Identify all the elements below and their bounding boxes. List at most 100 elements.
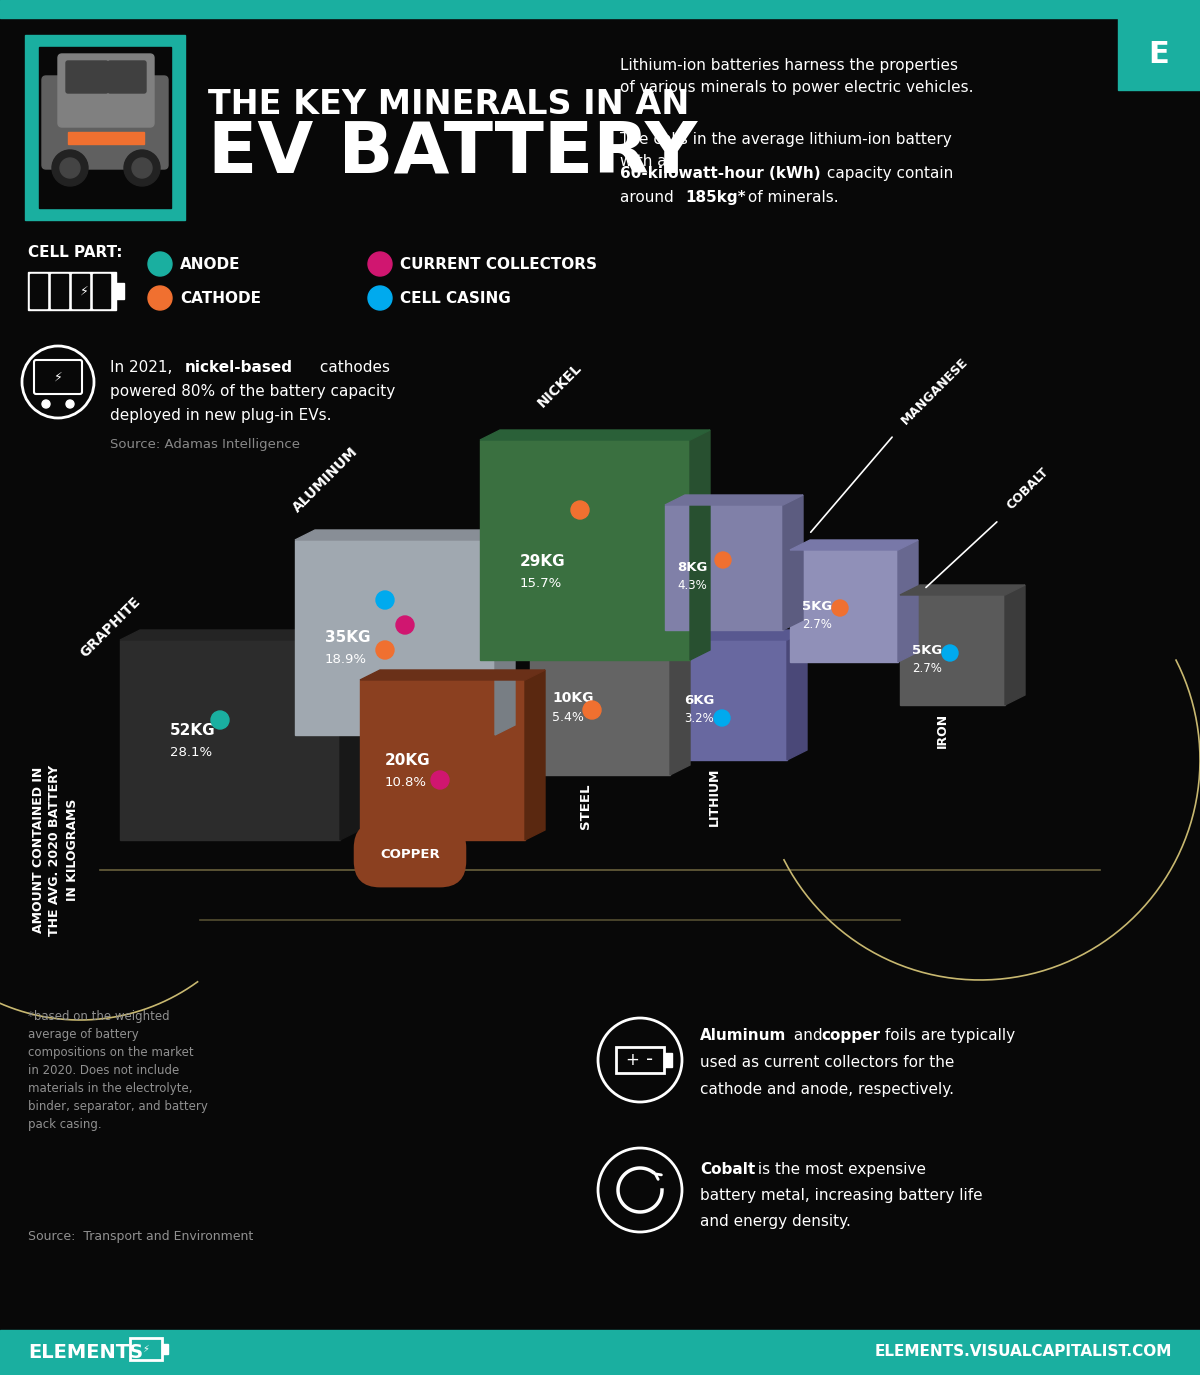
Text: 3.2%: 3.2% — [684, 711, 714, 725]
Bar — [94, 274, 110, 308]
Text: *based on the weighted
average of battery
compositions on the market
in 2020. Do: *based on the weighted average of batter… — [28, 1011, 208, 1132]
Polygon shape — [120, 639, 340, 840]
Text: Source: Adamas Intelligence: Source: Adamas Intelligence — [110, 439, 300, 451]
Polygon shape — [530, 610, 690, 620]
Bar — [30, 274, 47, 308]
Polygon shape — [672, 639, 787, 760]
Polygon shape — [360, 670, 545, 681]
Circle shape — [571, 500, 589, 518]
Text: copper: copper — [821, 1028, 880, 1044]
Polygon shape — [787, 630, 808, 760]
Text: ⚡: ⚡ — [143, 1343, 150, 1354]
Polygon shape — [480, 440, 690, 660]
Text: -: - — [647, 1050, 654, 1070]
Text: COBALT: COBALT — [1004, 465, 1051, 512]
Polygon shape — [496, 529, 515, 736]
Bar — [130, 1338, 162, 1360]
Circle shape — [832, 600, 848, 616]
Polygon shape — [690, 430, 710, 660]
Circle shape — [124, 150, 160, 186]
Text: GRAPHITE: GRAPHITE — [77, 594, 143, 660]
Polygon shape — [295, 529, 515, 540]
Polygon shape — [480, 430, 710, 440]
Text: ⚡: ⚡ — [54, 370, 62, 384]
Text: 185kg*: 185kg* — [685, 190, 745, 205]
Text: powered 80% of the battery capacity: powered 80% of the battery capacity — [110, 384, 395, 399]
Bar — [616, 1046, 664, 1072]
Text: 10.8%: 10.8% — [385, 775, 427, 788]
Circle shape — [148, 286, 172, 309]
Polygon shape — [898, 540, 918, 661]
Polygon shape — [790, 540, 918, 550]
Polygon shape — [670, 610, 690, 775]
Circle shape — [368, 252, 392, 276]
Text: 60-kilowatt-hour (kWh): 60-kilowatt-hour (kWh) — [620, 166, 821, 182]
Text: 15.7%: 15.7% — [520, 576, 563, 590]
Circle shape — [211, 711, 229, 729]
Text: 5KG: 5KG — [802, 600, 833, 612]
Circle shape — [714, 710, 730, 726]
Text: The cells in the average lithium-ion battery
with a: The cells in the average lithium-ion bat… — [620, 132, 952, 169]
FancyBboxPatch shape — [42, 76, 168, 169]
Polygon shape — [672, 630, 808, 639]
Text: and: and — [790, 1028, 828, 1044]
Polygon shape — [340, 630, 360, 840]
Text: ELEMENTS.VISUALCAPITALIST.COM: ELEMENTS.VISUALCAPITALIST.COM — [875, 1345, 1172, 1360]
Text: 35KG: 35KG — [325, 630, 371, 645]
Bar — [0, 0, 1200, 18]
Text: AMOUNT CONTAINED IN
THE AVG. 2020 BATTERY
IN KILOGRAMS: AMOUNT CONTAINED IN THE AVG. 2020 BATTER… — [31, 765, 78, 935]
Bar — [72, 274, 89, 308]
Text: around: around — [620, 190, 679, 205]
Circle shape — [132, 158, 152, 177]
Text: and energy density.: and energy density. — [700, 1214, 851, 1229]
Text: E: E — [1148, 40, 1169, 69]
Text: IRON: IRON — [936, 714, 948, 748]
Circle shape — [42, 400, 50, 408]
Circle shape — [376, 641, 394, 659]
Bar — [25, 34, 185, 220]
Text: 2.7%: 2.7% — [802, 617, 832, 631]
Text: is the most expensive: is the most expensive — [754, 1162, 926, 1177]
Circle shape — [715, 551, 731, 568]
Polygon shape — [665, 495, 803, 505]
Polygon shape — [784, 495, 803, 630]
Polygon shape — [1006, 584, 1025, 705]
Text: Aluminum: Aluminum — [700, 1028, 786, 1044]
Text: 5KG: 5KG — [912, 644, 942, 656]
Text: MANGANESE: MANGANESE — [899, 355, 971, 428]
Circle shape — [60, 158, 80, 177]
Polygon shape — [900, 584, 1025, 595]
Text: cathode and anode, respectively.: cathode and anode, respectively. — [700, 1082, 954, 1097]
Bar — [0, 1330, 1200, 1375]
Text: LITHIUM: LITHIUM — [708, 769, 720, 826]
Text: 5.4%: 5.4% — [552, 711, 584, 725]
Circle shape — [396, 616, 414, 634]
Circle shape — [52, 150, 88, 186]
Text: ⚡: ⚡ — [79, 285, 89, 297]
Bar — [664, 1053, 672, 1067]
Text: COPPER: COPPER — [380, 848, 440, 861]
Bar — [68, 132, 144, 144]
Text: 28.1%: 28.1% — [170, 745, 212, 759]
Text: ALUMINUM: ALUMINUM — [289, 444, 360, 516]
Polygon shape — [295, 540, 496, 736]
Polygon shape — [665, 505, 784, 630]
Polygon shape — [360, 681, 526, 840]
Circle shape — [368, 286, 392, 309]
Text: Lithium-ion batteries harness the properties
of various minerals to power electr: Lithium-ion batteries harness the proper… — [620, 58, 973, 95]
Text: battery metal, increasing battery life: battery metal, increasing battery life — [700, 1188, 983, 1203]
Text: 18.9%: 18.9% — [325, 653, 367, 666]
Text: foils are typically: foils are typically — [880, 1028, 1015, 1044]
Text: used as current collectors for the: used as current collectors for the — [700, 1055, 954, 1070]
FancyBboxPatch shape — [66, 60, 108, 94]
Text: 2.7%: 2.7% — [912, 661, 942, 675]
Text: nickel-based: nickel-based — [185, 360, 293, 375]
Text: 29KG: 29KG — [520, 554, 565, 568]
Text: of minerals.: of minerals. — [743, 190, 839, 205]
Bar — [116, 283, 124, 298]
Text: Source:  Transport and Environment: Source: Transport and Environment — [28, 1231, 253, 1243]
Text: CELL CASING: CELL CASING — [400, 290, 511, 305]
Circle shape — [583, 701, 601, 719]
Circle shape — [376, 591, 394, 609]
Text: THE KEY MINERALS IN AN: THE KEY MINERALS IN AN — [208, 88, 689, 121]
